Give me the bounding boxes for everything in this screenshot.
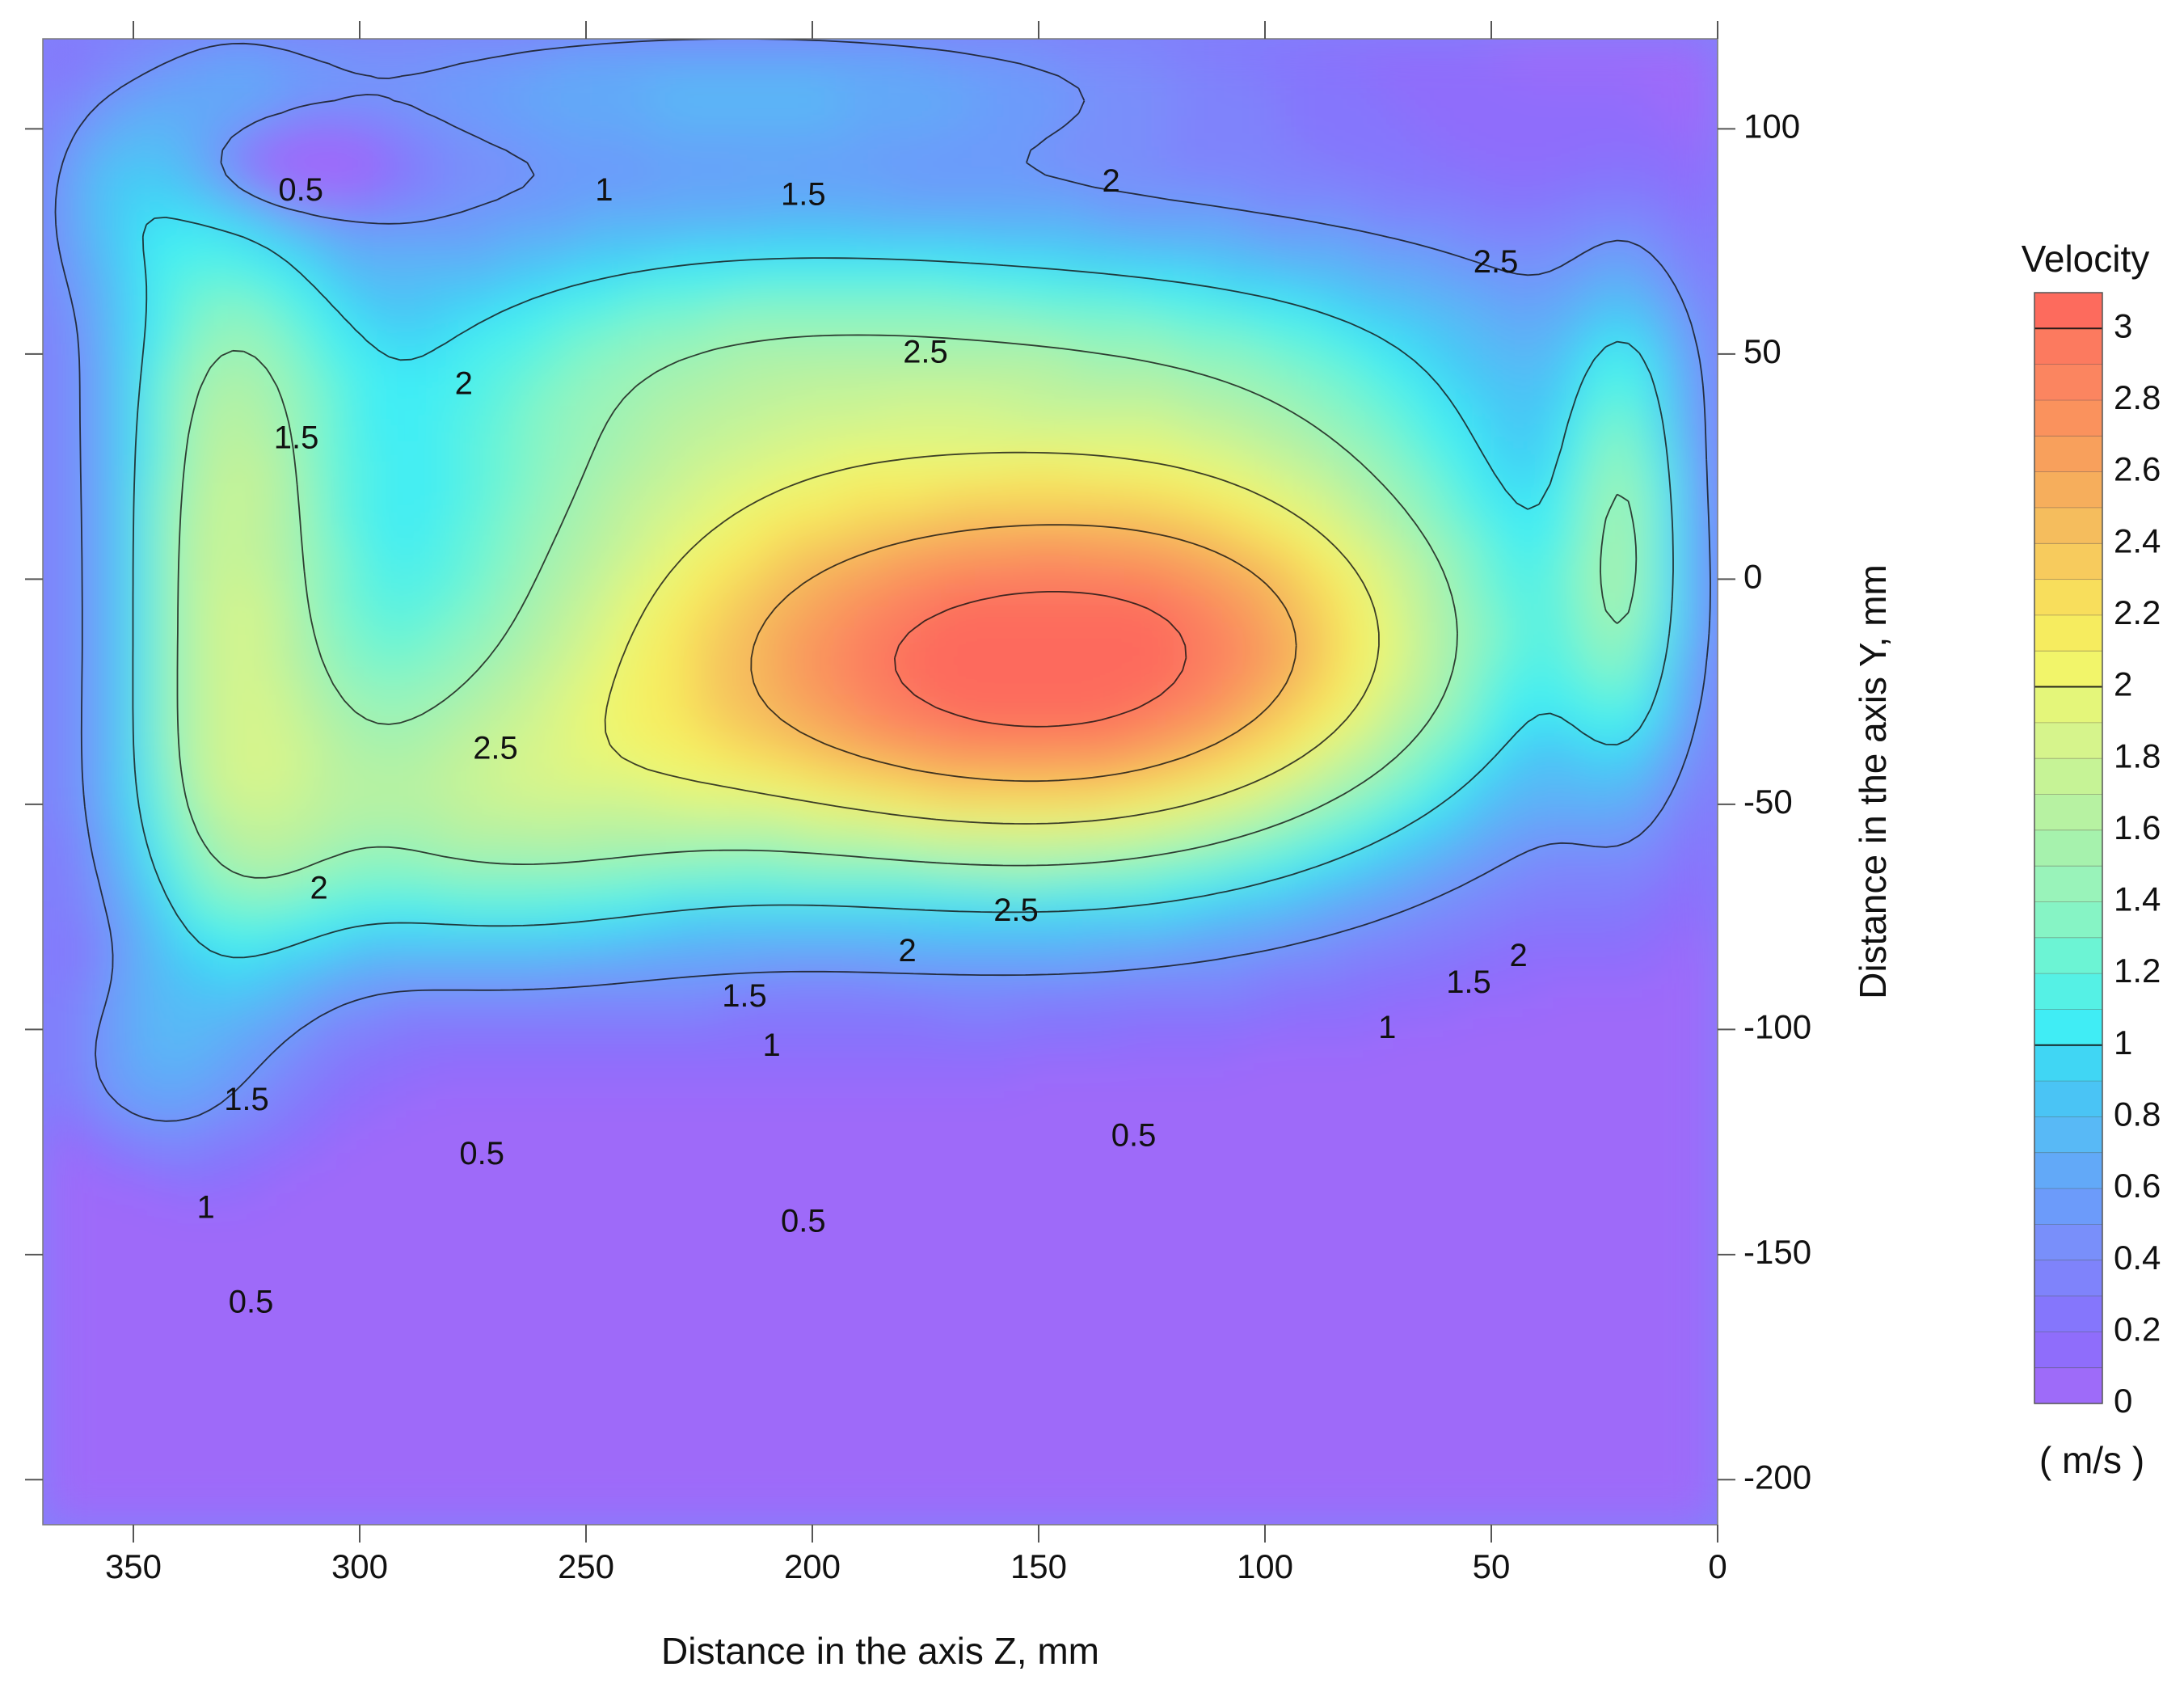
colorbar-tick-label: 1.6 — [2114, 808, 2161, 846]
contour-label: 1 — [762, 1028, 780, 1063]
colorbar-tick-label: 2.8 — [2114, 378, 2161, 416]
colorbar-band — [2034, 795, 2102, 831]
colorbar-band — [2034, 436, 2102, 472]
colorbar-tick-label: 2.4 — [2114, 521, 2161, 559]
colorbar-band — [2034, 1224, 2102, 1260]
colorbar-tick-label: 2 — [2114, 665, 2132, 703]
colorbar-band — [2034, 830, 2102, 867]
contour-label: 2 — [310, 870, 327, 905]
colorbar-band — [2034, 293, 2102, 329]
colorbar-band — [2034, 902, 2102, 939]
contour-label: 0.5 — [781, 1203, 826, 1239]
colorbar-tick-label: 2.2 — [2114, 593, 2161, 631]
y-tick-label: 0 — [1743, 557, 1762, 595]
colorbar-band — [2034, 1188, 2102, 1225]
y-tick-label: 100 — [1743, 107, 1800, 145]
colorbar-band — [2034, 1081, 2102, 1117]
contour-label: 2 — [1509, 938, 1527, 973]
colorbar-band — [2034, 723, 2102, 759]
x-tick-label: 150 — [1010, 1547, 1067, 1585]
colorbar-band — [2034, 1153, 2102, 1189]
velocity-field — [43, 39, 1718, 1526]
colorbar-band — [2034, 973, 2102, 1010]
y-tick-label: -50 — [1743, 783, 1793, 821]
contour-label: 1 — [1378, 1010, 1396, 1045]
colorbar-tick-label: 1.4 — [2114, 880, 2161, 918]
colorbar-band — [2034, 400, 2102, 437]
colorbar-title: Velocity — [2022, 238, 2150, 280]
contour-label: 2 — [455, 365, 473, 401]
contour-label: 2.5 — [473, 731, 518, 766]
y-tick-label: -100 — [1743, 1007, 1811, 1045]
contour-label: 1.5 — [224, 1082, 269, 1117]
field-cells — [43, 39, 1718, 1526]
x-tick-label: 0 — [1708, 1547, 1727, 1585]
contour-label: 1.5 — [781, 176, 826, 212]
colorbar-band — [2034, 328, 2102, 365]
colorbar-band — [2034, 758, 2102, 795]
colorbar-band — [2034, 687, 2102, 724]
colorbar-tick-label: 1 — [2114, 1023, 2132, 1061]
colorbar-tick-label: 1.8 — [2114, 736, 2161, 774]
x-tick-label: 200 — [784, 1547, 841, 1585]
contour-label: 1.5 — [722, 978, 767, 1014]
colorbar-band — [2034, 543, 2102, 580]
contour-label: 1.5 — [1446, 964, 1491, 1000]
x-tick-label: 300 — [331, 1547, 388, 1585]
contour-label: 1 — [196, 1190, 214, 1226]
colorbar-band — [2034, 938, 2102, 974]
colorbar-tick-label: 2.6 — [2114, 450, 2161, 488]
y-tick-label: -200 — [1743, 1458, 1811, 1496]
colorbar-tick-label: 1.2 — [2114, 952, 2161, 990]
x-tick-label: 250 — [558, 1547, 614, 1585]
colorbar-band — [2034, 1296, 2102, 1332]
colorbar-band — [2034, 580, 2102, 616]
contour-label: 0.5 — [1111, 1118, 1157, 1154]
contour-label: 0.5 — [229, 1285, 274, 1320]
colorbar: 0 0.2 0.4 0.6 0.8 1 1.2 1.4 1.6 1.8 2 2.2 2.4 2.6 2.8 3 — [2034, 293, 2161, 1420]
colorbar-band — [2034, 508, 2102, 544]
contour-label: 0.5 — [459, 1136, 504, 1171]
colorbar-band — [2034, 1010, 2102, 1046]
colorbar-band — [2034, 1116, 2102, 1153]
colorbar-band — [2034, 1332, 2102, 1368]
x-tick-label: 100 — [1237, 1547, 1293, 1585]
colorbar-tick-label: 0.2 — [2114, 1310, 2161, 1348]
colorbar-band — [2034, 365, 2102, 401]
contour-label: 1.5 — [274, 420, 319, 455]
y-tick-label: -150 — [1743, 1233, 1811, 1271]
contour-label: 2 — [898, 933, 916, 969]
colorbar-unit: ( m/s ) — [2039, 1439, 2144, 1481]
x-axis-title: Distance in the axis Z, mm — [661, 1630, 1099, 1672]
colorbar-tick-label: 0.8 — [2114, 1095, 2161, 1133]
colorbar-tick-label: 0.4 — [2114, 1239, 2161, 1277]
colorbar-tick-label: 3 — [2114, 306, 2132, 344]
contour-label: 2.5 — [993, 893, 1039, 928]
colorbar-band — [2034, 866, 2102, 902]
colorbar-band — [2034, 651, 2102, 687]
contour-label: 2 — [1102, 163, 1119, 199]
contour-label: 2.5 — [1474, 244, 1519, 280]
colorbar-band — [2034, 472, 2102, 509]
colorbar-tick-label: 0.6 — [2114, 1167, 2161, 1205]
x-tick-label: 350 — [105, 1547, 162, 1585]
colorbar-band — [2034, 1045, 2102, 1082]
colorbar-band — [2034, 1368, 2102, 1404]
y-axis-title: Distance in the axis Y, mm — [1852, 564, 1894, 999]
contour-label: 1 — [595, 172, 613, 208]
colorbar-band — [2034, 1260, 2102, 1297]
x-tick-label: 50 — [1473, 1547, 1511, 1585]
colorbar-tick-label: 0 — [2114, 1382, 2132, 1420]
contour-label: 0.5 — [278, 172, 323, 208]
contour-label: 2.5 — [903, 334, 948, 369]
y-tick-label: 50 — [1743, 332, 1781, 370]
colorbar-band — [2034, 615, 2102, 652]
